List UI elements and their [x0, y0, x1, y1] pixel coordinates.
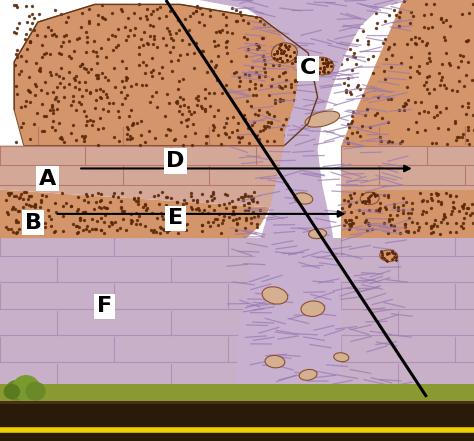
Ellipse shape [294, 193, 313, 204]
Polygon shape [0, 146, 294, 207]
Polygon shape [0, 397, 474, 404]
Polygon shape [0, 404, 474, 441]
Text: D: D [166, 151, 184, 171]
Polygon shape [0, 238, 474, 397]
Ellipse shape [309, 229, 327, 239]
Polygon shape [14, 4, 318, 146]
Ellipse shape [311, 57, 334, 75]
Polygon shape [0, 384, 474, 401]
Ellipse shape [272, 43, 297, 63]
Ellipse shape [265, 355, 285, 368]
Ellipse shape [301, 301, 325, 317]
Polygon shape [341, 0, 474, 146]
Circle shape [13, 376, 39, 400]
Polygon shape [341, 190, 474, 238]
Ellipse shape [305, 111, 339, 127]
Ellipse shape [334, 353, 349, 362]
Ellipse shape [299, 370, 317, 380]
Circle shape [4, 385, 19, 399]
Text: A: A [39, 168, 56, 189]
Text: F: F [97, 296, 112, 317]
Ellipse shape [262, 287, 288, 304]
Text: C: C [300, 58, 316, 78]
Text: B: B [25, 213, 42, 233]
Text: E: E [168, 208, 183, 228]
Polygon shape [0, 190, 270, 238]
Circle shape [6, 381, 27, 400]
Ellipse shape [360, 192, 379, 205]
Polygon shape [199, 0, 403, 397]
Circle shape [26, 382, 45, 400]
Polygon shape [341, 146, 474, 190]
Ellipse shape [380, 250, 398, 262]
